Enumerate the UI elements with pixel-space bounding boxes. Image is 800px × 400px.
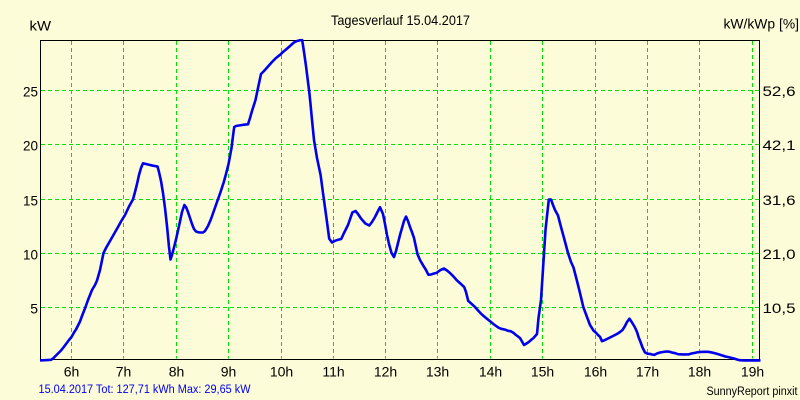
svg-text:10: 10 xyxy=(23,246,38,262)
svg-text:11h: 11h xyxy=(322,364,344,380)
svg-text:21,0: 21,0 xyxy=(763,246,796,262)
svg-text:13h: 13h xyxy=(426,364,449,380)
svg-text:15: 15 xyxy=(23,192,38,208)
svg-text:18h: 18h xyxy=(688,364,711,380)
svg-text:52,6: 52,6 xyxy=(763,83,796,99)
svg-text:16h: 16h xyxy=(584,364,607,380)
svg-text:7h: 7h xyxy=(116,364,132,380)
svg-text:17h: 17h xyxy=(636,364,659,380)
svg-text:12h: 12h xyxy=(374,364,397,380)
svg-text:6h: 6h xyxy=(64,364,80,380)
svg-text:SunnyReport pinxit: SunnyReport pinxit xyxy=(707,386,799,398)
svg-text:15h: 15h xyxy=(531,364,554,380)
svg-text:31,6: 31,6 xyxy=(763,192,796,208)
svg-text:42,1: 42,1 xyxy=(763,137,796,153)
svg-text:20: 20 xyxy=(23,137,38,153)
svg-text:10h: 10h xyxy=(270,364,293,380)
svg-text:15.04.2017 Tot: 127,71 kWh Max: 15.04.2017 Tot: 127,71 kWh Max: 29,65 kW xyxy=(39,384,251,396)
svg-text:14h: 14h xyxy=(479,364,502,380)
svg-text:8h: 8h xyxy=(169,364,185,380)
svg-text:Tagesverlauf 15.04.2017: Tagesverlauf 15.04.2017 xyxy=(331,12,470,28)
svg-text:kW: kW xyxy=(30,19,52,34)
svg-text:10,5: 10,5 xyxy=(763,300,796,316)
svg-text:kW/kWp [%]: kW/kWp [%] xyxy=(724,16,800,31)
svg-text:19h: 19h xyxy=(741,364,764,380)
svg-text:9h: 9h xyxy=(221,364,237,380)
svg-text:5: 5 xyxy=(30,300,38,316)
svg-text:25: 25 xyxy=(23,83,38,99)
